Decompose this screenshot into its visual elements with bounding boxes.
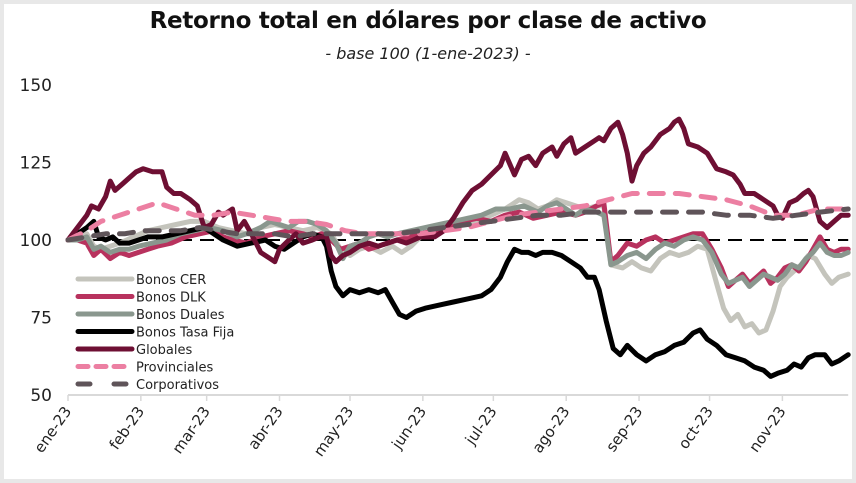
- series-line-provinciales: [65, 191, 851, 243]
- y-axis: 50 75 100 125 150: [20, 76, 52, 406]
- x-tick-label: feb-23: [106, 403, 149, 453]
- x-tick-label: ene-23: [30, 403, 75, 456]
- series-lines: [65, 116, 851, 379]
- x-axis: ene-23 feb-23 mar-23 abr-23 may-23 jun-23 jul-…: [30, 394, 849, 460]
- y-tick-label: 50: [30, 386, 52, 406]
- y-tick-label: 150: [20, 76, 52, 96]
- x-tick-label: nov-23: [745, 403, 789, 456]
- y-tick-label: 75: [30, 309, 52, 329]
- legend-label: Bonos Tasa Fija: [136, 326, 234, 341]
- legend-label: Bonos DLK: [136, 291, 206, 306]
- series-line-globales: [65, 116, 851, 265]
- x-tick-label: may-23: [310, 403, 357, 460]
- legend-label: Bonos Duales: [136, 308, 225, 323]
- legend: Bonos CER Bonos DLK Bonos Duales Bonos Tasa…: [75, 273, 234, 393]
- chart-frame: [4, 4, 852, 479]
- x-tick-label: jul-23: [461, 403, 501, 449]
- x-tick-label: jun-23: [387, 403, 430, 453]
- x-tick-label: mar-23: [168, 403, 213, 457]
- legend-label: Bonos CER: [136, 273, 206, 288]
- chart-subtitle: - base 100 (1-ene-2023) -: [325, 44, 531, 63]
- series-line-corporativos: [65, 206, 851, 243]
- x-tick-label: oct-23: [675, 403, 717, 452]
- legend-label: Corporativos: [136, 378, 219, 393]
- legend-label: Provinciales: [136, 361, 214, 376]
- y-tick-label: 125: [20, 154, 52, 174]
- legend-label: Globales: [136, 343, 192, 358]
- y-tick-label: 100: [20, 231, 52, 251]
- x-tick-label: abr-23: [244, 403, 287, 453]
- series-line-bonos-cer: [65, 197, 851, 336]
- x-tick-label: ago-23: [529, 403, 574, 456]
- x-tick-label: sep-23: [602, 403, 646, 455]
- series-line-bonos-duales: [65, 200, 851, 289]
- chart-title: Retorno total en dólares por clase de ac…: [149, 8, 707, 34]
